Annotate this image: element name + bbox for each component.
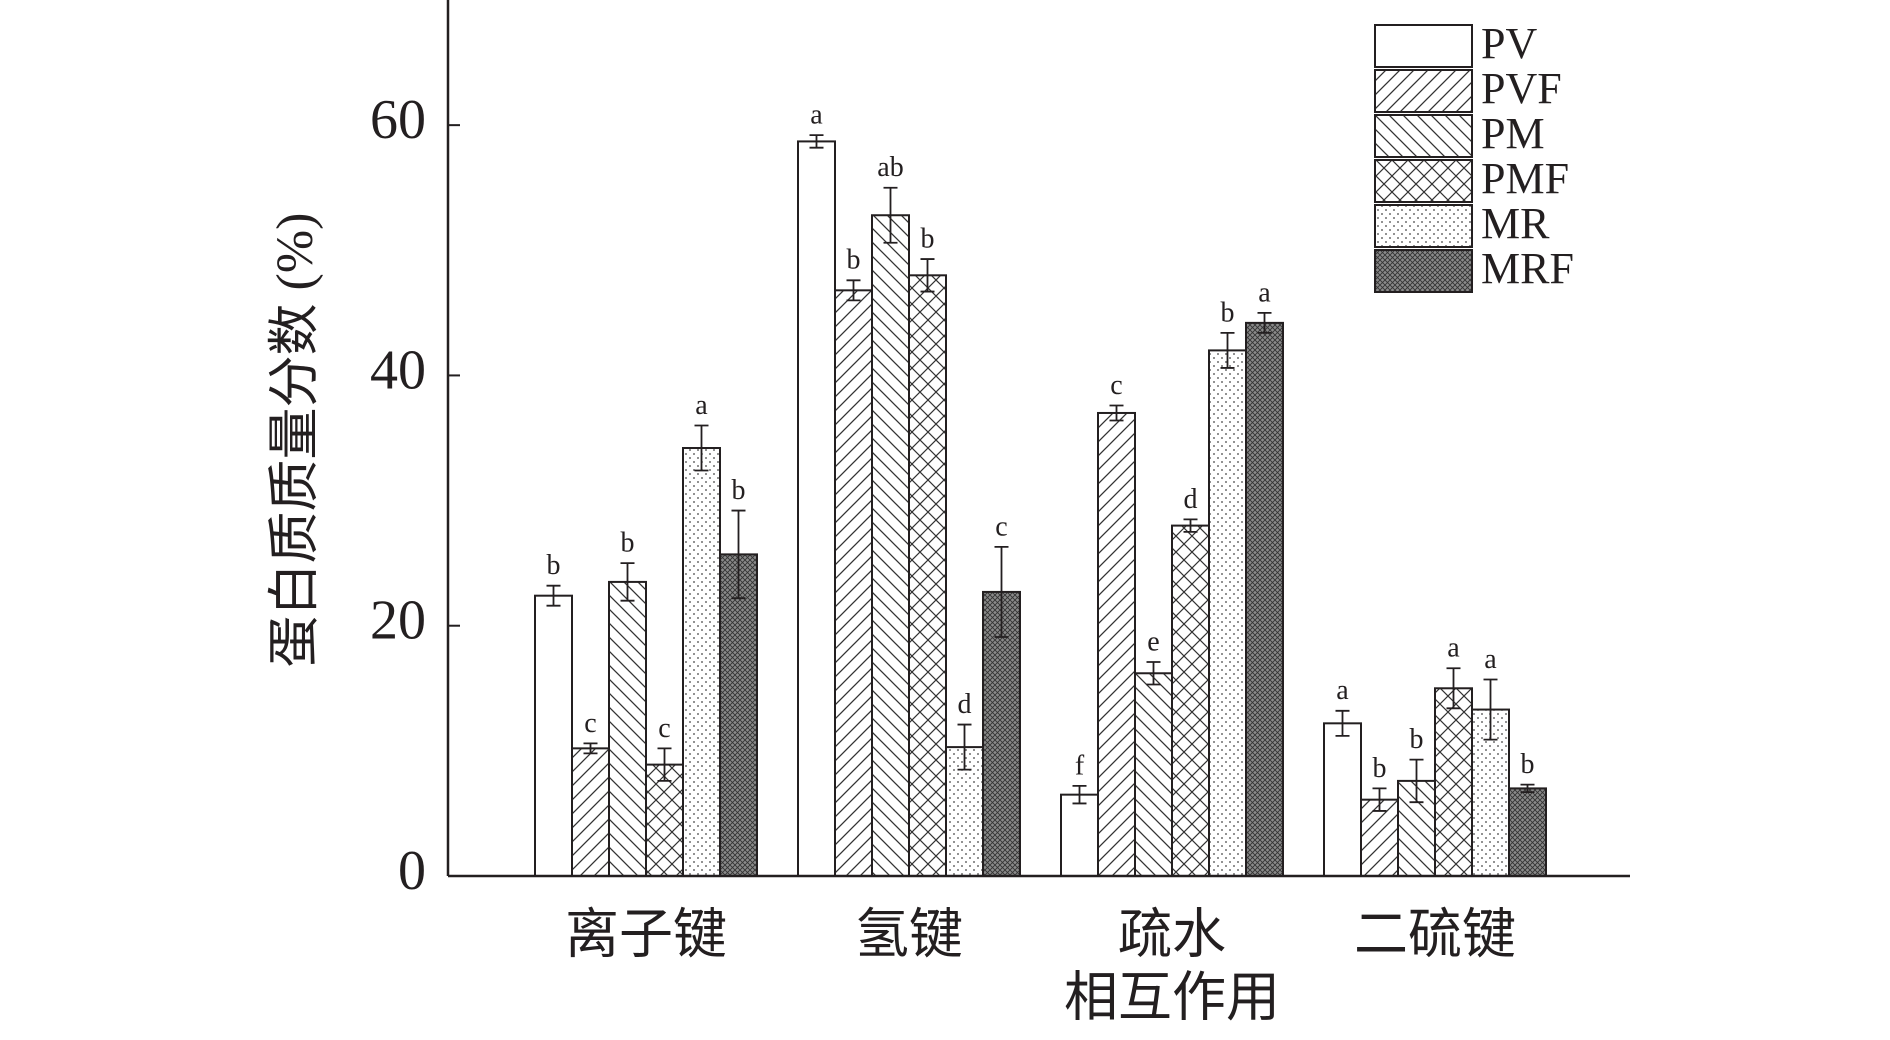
significance-label: c xyxy=(658,713,670,744)
x-tick-label: 相互作用 xyxy=(1064,967,1280,1027)
error-bar xyxy=(546,584,561,607)
error-bar xyxy=(1257,311,1272,334)
error-bar xyxy=(1520,783,1535,794)
significance-label: a xyxy=(810,100,823,131)
error-bar xyxy=(657,747,672,782)
significance-label: e xyxy=(1147,626,1159,657)
significance-label: a xyxy=(695,390,708,421)
bar xyxy=(719,553,758,878)
significance-label: f xyxy=(1075,750,1085,781)
bar xyxy=(1323,722,1362,878)
legend-swatch xyxy=(1374,24,1473,68)
significance-label: ab xyxy=(877,152,903,183)
legend-label: PVF xyxy=(1481,64,1562,113)
bar xyxy=(571,747,610,878)
bar xyxy=(608,580,647,878)
x-tick-label: 离子键 xyxy=(565,904,727,964)
bar xyxy=(1097,411,1136,877)
significance-label: a xyxy=(1258,277,1271,308)
error-bar xyxy=(994,545,1009,638)
error-bar xyxy=(957,723,972,771)
bar xyxy=(797,140,836,877)
y-tick-label: 0 xyxy=(398,840,426,902)
bar xyxy=(908,274,947,878)
legend-label: MR xyxy=(1481,199,1550,248)
bar xyxy=(1060,793,1099,878)
bar xyxy=(1434,687,1473,877)
legend-label: PV xyxy=(1481,19,1537,68)
y-tick-label: 20 xyxy=(370,590,426,652)
significance-label: d xyxy=(958,689,972,720)
x-tick-label: 二硫键 xyxy=(1354,904,1516,964)
error-bar xyxy=(883,186,898,244)
significance-label: b xyxy=(1521,749,1535,780)
legend-swatch xyxy=(1374,114,1473,158)
legend-swatch xyxy=(1374,159,1473,203)
error-bar xyxy=(731,509,746,600)
error-bar xyxy=(1220,331,1235,369)
legend-swatch xyxy=(1374,69,1473,113)
error-bar xyxy=(1146,661,1161,686)
bar xyxy=(682,447,721,877)
legend-swatch xyxy=(1374,249,1473,293)
legend-label: PM xyxy=(1481,109,1545,158)
error-bar xyxy=(809,134,824,149)
error-bar xyxy=(1483,678,1498,741)
x-tick-label: 疏水 xyxy=(1118,904,1226,964)
y-tick-label: 60 xyxy=(370,89,426,151)
error-bar xyxy=(620,562,635,602)
significance-label: a xyxy=(1447,633,1460,664)
significance-label: b xyxy=(921,223,935,254)
bar xyxy=(1245,321,1284,877)
significance-label: c xyxy=(584,708,596,739)
bar xyxy=(1208,349,1247,877)
significance-label: b xyxy=(1410,724,1424,755)
error-bar xyxy=(920,258,935,293)
error-bar xyxy=(846,279,861,302)
significance-label: b xyxy=(1373,753,1387,784)
error-bar xyxy=(1372,787,1387,812)
significance-label: a xyxy=(1336,675,1349,706)
significance-label: c xyxy=(1110,370,1122,401)
error-bar xyxy=(1409,758,1424,804)
significance-label: b xyxy=(621,528,635,559)
x-tick-label: 氢键 xyxy=(855,904,963,964)
error-bar xyxy=(1072,784,1087,805)
significance-label: a xyxy=(1484,644,1497,675)
significance-label: b xyxy=(547,550,561,581)
error-bar xyxy=(1335,709,1350,737)
bar xyxy=(534,594,573,877)
bar xyxy=(834,289,873,877)
significance-label: b xyxy=(847,245,861,276)
y-tick-label: 40 xyxy=(370,339,426,401)
legend-label: MRF xyxy=(1481,244,1574,293)
y-axis-label: 蛋白质质量分数 (%) xyxy=(267,213,324,668)
bar xyxy=(1508,787,1547,878)
significance-label: d xyxy=(1184,484,1198,515)
bar xyxy=(871,214,910,877)
bar xyxy=(1171,524,1210,877)
error-bar xyxy=(694,424,709,472)
error-bar xyxy=(1109,404,1124,422)
bar xyxy=(1134,672,1173,877)
legend-label: PMF xyxy=(1481,154,1569,203)
legend-swatch xyxy=(1374,204,1473,248)
error-bar xyxy=(1183,518,1198,533)
significance-label: c xyxy=(995,511,1007,542)
significance-label: b xyxy=(732,475,746,506)
error-bar xyxy=(583,742,598,755)
error-bar xyxy=(1446,667,1461,710)
significance-label: b xyxy=(1221,297,1235,328)
